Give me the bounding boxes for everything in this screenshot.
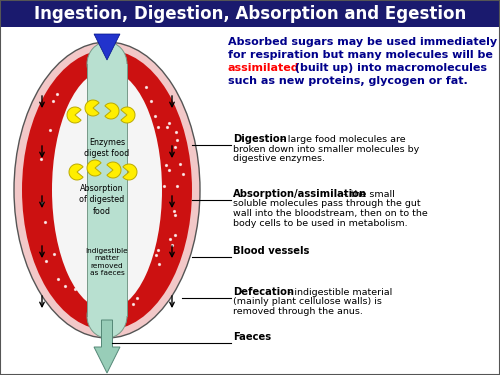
Text: – the small: – the small xyxy=(340,190,395,199)
Text: (built up) into macromolecules: (built up) into macromolecules xyxy=(291,63,487,73)
Text: assimilated: assimilated xyxy=(228,63,300,73)
Ellipse shape xyxy=(87,294,127,338)
Text: Ingestion: Ingestion xyxy=(74,7,140,20)
Text: Digestion: Digestion xyxy=(233,134,287,144)
Wedge shape xyxy=(107,162,121,178)
Text: removed through the anus.: removed through the anus. xyxy=(233,307,363,316)
Text: Faeces: Faeces xyxy=(233,332,271,342)
Text: Blood vessels: Blood vessels xyxy=(233,246,310,256)
Text: body cells to be used in metabolism.: body cells to be used in metabolism. xyxy=(233,219,408,228)
Wedge shape xyxy=(87,160,101,176)
Text: soluble molecules pass through the gut: soluble molecules pass through the gut xyxy=(233,200,420,208)
Bar xyxy=(87,64,127,316)
Text: – large food molecules are: – large food molecules are xyxy=(277,135,406,144)
Wedge shape xyxy=(105,103,119,119)
Text: wall into the bloodstream, then on to the: wall into the bloodstream, then on to th… xyxy=(233,209,428,218)
Bar xyxy=(0,0,500,27)
Wedge shape xyxy=(85,100,99,116)
Ellipse shape xyxy=(22,50,192,330)
Ellipse shape xyxy=(87,42,127,86)
Text: such as new proteins, glycogen or fat.: such as new proteins, glycogen or fat. xyxy=(228,76,468,86)
Ellipse shape xyxy=(14,42,200,338)
Text: broken down into smaller molecules by: broken down into smaller molecules by xyxy=(233,144,419,153)
Text: digestive enzymes.: digestive enzymes. xyxy=(233,154,325,163)
Text: Ingestion, Digestion, Absorption and Egestion: Ingestion, Digestion, Absorption and Ege… xyxy=(34,5,466,23)
Wedge shape xyxy=(69,164,83,180)
Text: Indigestible
matter
removed
as faeces: Indigestible matter removed as faeces xyxy=(86,248,128,276)
Text: - indigestible material: - indigestible material xyxy=(285,288,392,297)
Text: Absorption/assimilation: Absorption/assimilation xyxy=(233,189,367,199)
Polygon shape xyxy=(94,34,120,60)
Text: Absorption
of digested
food: Absorption of digested food xyxy=(80,184,124,216)
Text: Absorbed sugars may be used immediately: Absorbed sugars may be used immediately xyxy=(228,37,497,47)
Wedge shape xyxy=(123,164,137,180)
Text: Enzymes
digest food: Enzymes digest food xyxy=(84,138,130,158)
Text: Defecation: Defecation xyxy=(233,287,294,297)
Wedge shape xyxy=(121,107,135,123)
Ellipse shape xyxy=(52,70,162,310)
Wedge shape xyxy=(67,107,81,123)
Text: (mainly plant cellulose walls) is: (mainly plant cellulose walls) is xyxy=(233,297,382,306)
Text: for respiration but many molecules will be: for respiration but many molecules will … xyxy=(228,50,493,60)
Polygon shape xyxy=(94,320,120,373)
